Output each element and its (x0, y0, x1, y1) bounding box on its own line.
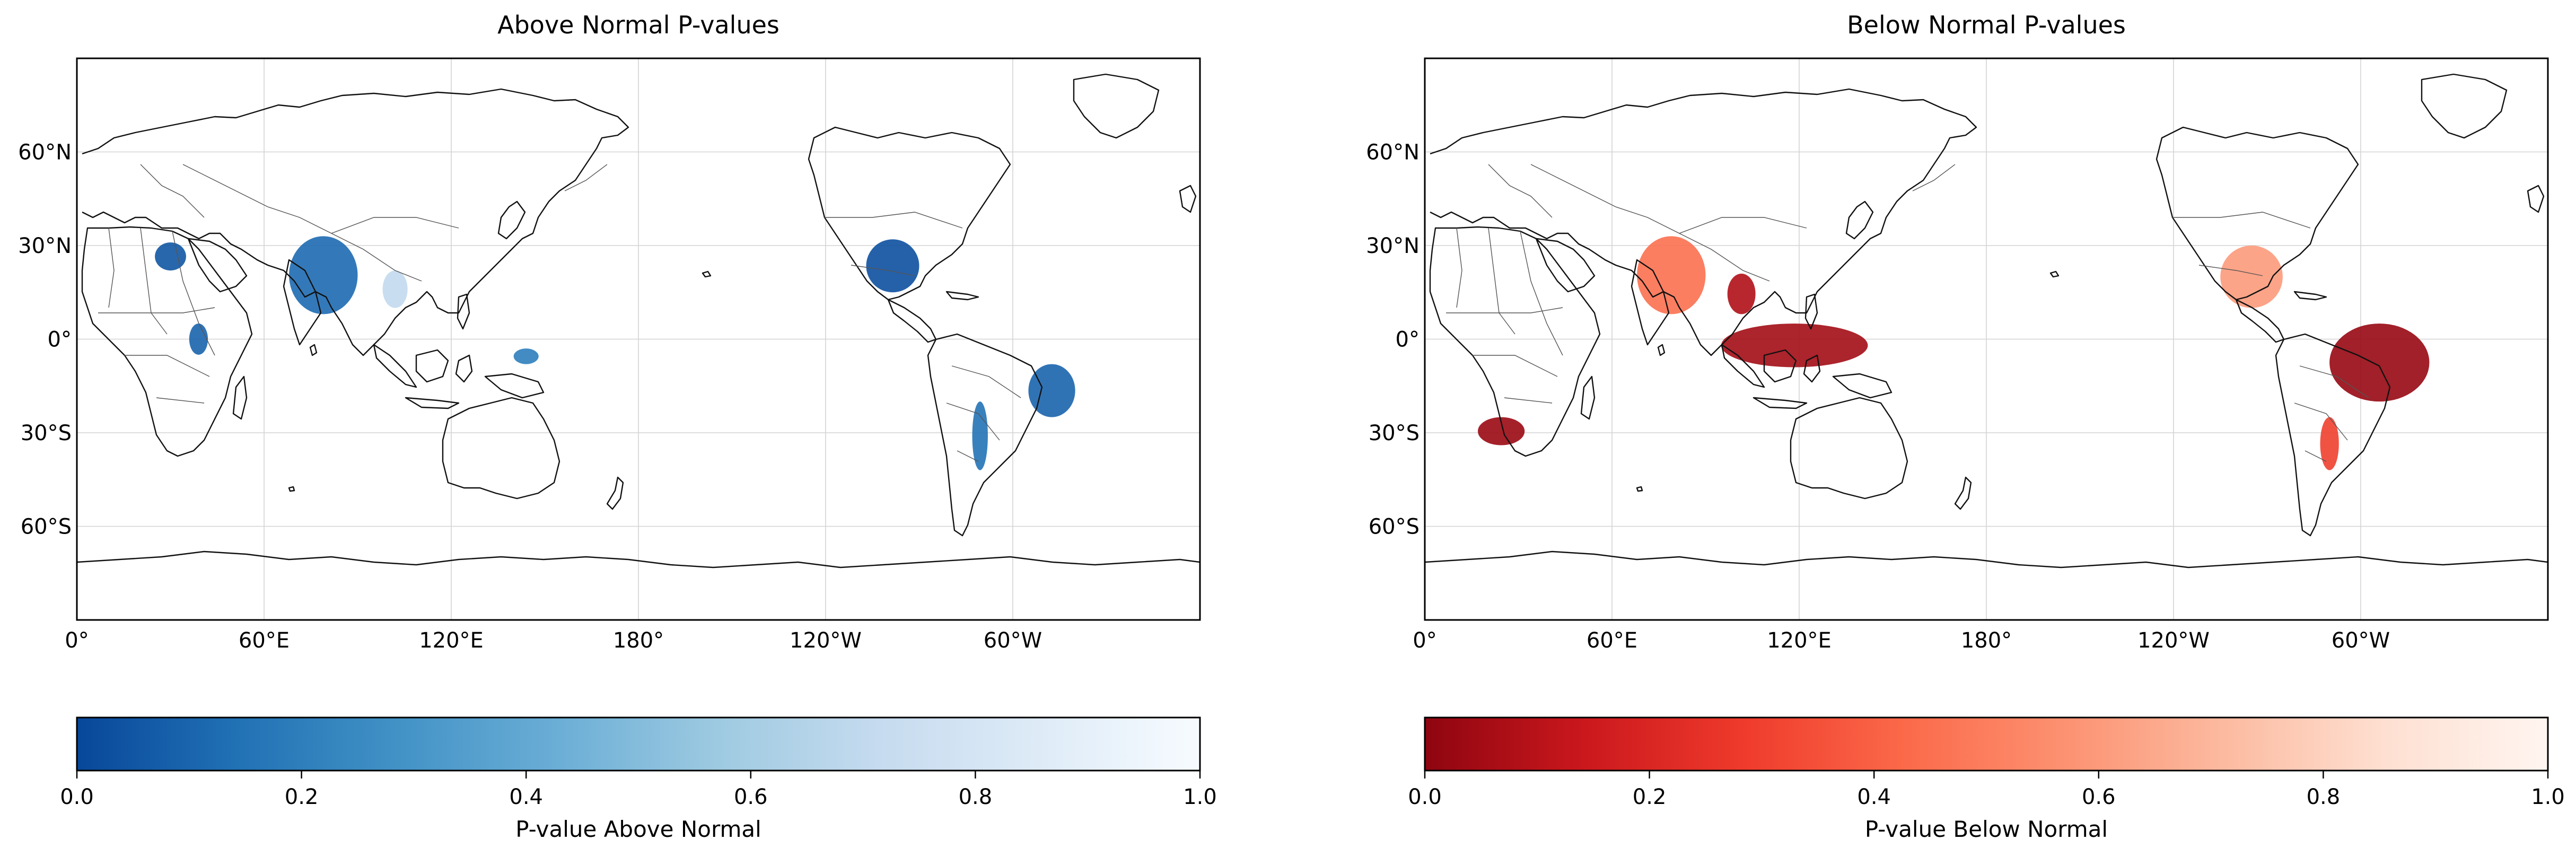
map-title-above: Above Normal P-values (497, 11, 779, 39)
lat-tick-label: 30°N (1366, 234, 1420, 258)
map-area-below (1425, 58, 2548, 620)
shaded-region (1727, 273, 1756, 314)
lat-tick-label: 60°S (21, 515, 72, 539)
map-frame (76, 57, 1201, 621)
gridlines (77, 58, 1200, 620)
p-value-shading-above (155, 236, 1075, 470)
lon-tick-label: 0° (65, 628, 89, 653)
shaded-region (1028, 364, 1075, 417)
colorbar-tick-label: 1.0 (2531, 785, 2565, 809)
lat-tick-label: 30°S (1369, 421, 1420, 445)
panel-below-normal: Below Normal P-values 60°N 30°N 0° 30°S 60°S… (1366, 11, 2565, 842)
map-area-above (77, 58, 1200, 620)
lon-tick-label: 0° (1413, 628, 1436, 653)
lon-tick-label: 120°W (790, 628, 862, 653)
shaded-region (866, 239, 919, 293)
shaded-region (189, 323, 208, 355)
colorbar-ticks-below: 0.0 0.2 0.4 0.6 0.8 1.0 (1408, 771, 2565, 809)
shaded-region (382, 270, 408, 308)
shaded-region (1721, 323, 1868, 368)
lat-tick-label: 60°N (1366, 141, 1420, 165)
lat-tick-label: 0° (48, 328, 72, 352)
latitude-labels: 60°N 30°N 0° 30°S 60°S (1366, 141, 1420, 539)
map-frame (1424, 57, 2549, 621)
lon-tick-label: 120°W (2137, 628, 2210, 653)
colorbar-tick-label: 1.0 (1183, 785, 1217, 809)
shaded-region (513, 348, 539, 364)
colorbar-tick-label: 0.2 (285, 785, 319, 809)
map-title-below: Below Normal P-values (1847, 11, 2126, 39)
colorbar-tick-label: 0.6 (2082, 785, 2116, 809)
lat-tick-label: 60°S (1369, 515, 1420, 539)
shaded-region (972, 401, 988, 470)
colorbar-tick-label: 0.4 (1857, 785, 1891, 809)
colorbar-tick-label: 0.0 (1408, 785, 1442, 809)
lat-tick-label: 30°N (18, 234, 72, 258)
shaded-region (2329, 323, 2430, 402)
colorbar-tick-label: 0.6 (734, 785, 768, 809)
shaded-region (289, 236, 358, 314)
colorbar-tick-label: 0.2 (1633, 785, 1667, 809)
panel-above-normal: Above Normal P-values 60°N 30°N 0° 30°S 60°S… (18, 11, 1217, 842)
longitude-labels: 0° 60°E 120°E 180° 120°W 60°W (65, 628, 1042, 653)
lon-tick-label: 60°W (984, 628, 1042, 653)
colorbar-ticks-above: 0.0 0.2 0.4 0.6 0.8 1.0 (60, 771, 1217, 809)
lon-tick-label: 180° (613, 628, 664, 653)
colorbar-label-above: P-value Above Normal (515, 816, 761, 842)
colorbar-above (76, 716, 1201, 772)
shaded-region (2220, 245, 2283, 308)
lon-tick-label: 180° (1961, 628, 2012, 653)
colorbar-label-below: P-value Below Normal (1865, 816, 2108, 842)
lon-tick-label: 60°W (2332, 628, 2390, 653)
colorbar-tick-label: 0.4 (509, 785, 543, 809)
latitude-labels: 60°N 30°N 0° 30°S 60°S (18, 141, 72, 539)
shaded-region (2320, 417, 2339, 470)
longitude-labels: 0° 60°E 120°E 180° 120°W 60°W (1413, 628, 2390, 653)
p-value-shading-below (1478, 236, 2430, 470)
lat-tick-label: 30°S (21, 421, 72, 445)
lon-tick-label: 120°E (1767, 628, 1832, 653)
colorbar-tick-label: 0.8 (2307, 785, 2341, 809)
colorbar-below (1424, 716, 2549, 772)
lat-tick-label: 0° (1396, 328, 1420, 352)
colorbar-tick-label: 0.8 (959, 785, 993, 809)
shaded-region (155, 242, 186, 271)
lon-tick-label: 60°E (239, 628, 290, 653)
shaded-region (1637, 236, 1706, 314)
lon-tick-label: 120°E (419, 628, 484, 653)
shaded-region (1478, 417, 1525, 445)
lat-tick-label: 60°N (18, 141, 72, 165)
colorbar-tick-label: 0.0 (60, 785, 94, 809)
lon-tick-label: 60°E (1587, 628, 1637, 653)
